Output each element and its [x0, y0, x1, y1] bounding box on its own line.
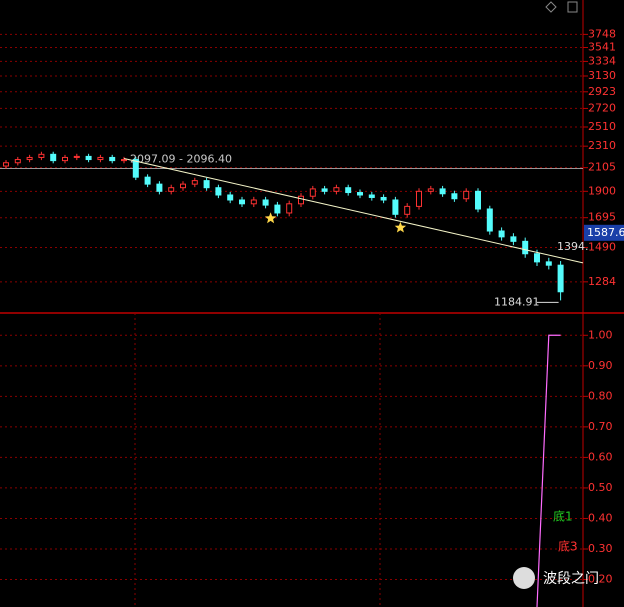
candle-body — [333, 187, 340, 192]
signal-star — [264, 212, 277, 224]
candle-body — [168, 187, 175, 192]
y-tick-label: 2105 — [588, 161, 616, 174]
candle-body — [345, 187, 352, 194]
candle-body — [156, 183, 163, 192]
candle-body — [121, 159, 127, 162]
y-tick-label: 3748 — [588, 27, 616, 40]
candle-body — [62, 156, 68, 162]
candle-body — [522, 240, 529, 255]
indicator-line — [536, 334, 561, 607]
y-tick-label: 1900 — [588, 184, 616, 197]
candle-body — [498, 230, 505, 238]
tool-icon[interactable] — [545, 1, 557, 13]
candle-body — [262, 199, 269, 206]
y-tick-label: 2310 — [588, 139, 616, 152]
candle-body — [451, 193, 458, 200]
y-tick-label: 0.90 — [588, 359, 613, 372]
y-tick-label: 0.20 — [588, 573, 613, 586]
candle-body — [132, 159, 139, 178]
candle-body — [14, 159, 21, 164]
candle-body — [309, 188, 316, 197]
candle-body — [545, 261, 552, 266]
y-tick-label: 2510 — [588, 120, 616, 133]
y-tick-label: 0.80 — [588, 389, 613, 402]
last-price-box — [584, 224, 624, 241]
candle-body — [85, 155, 92, 161]
trendline-label: 1394. — [557, 240, 589, 253]
candle-body — [416, 190, 422, 207]
tool-icon[interactable] — [567, 1, 578, 13]
candle-body — [439, 188, 446, 195]
candle-body — [144, 176, 151, 185]
candle-body — [97, 156, 104, 161]
candle-body — [50, 153, 57, 162]
candle-body — [427, 188, 434, 192]
candle-body — [180, 183, 186, 189]
candle-body — [109, 156, 116, 162]
low-label: 1184.91 — [494, 295, 540, 308]
candle-body — [380, 196, 387, 201]
last-price-label: 1587.6 — [587, 226, 624, 239]
y-tick-label: 3130 — [588, 69, 616, 82]
y-tick-label: 0.50 — [588, 481, 613, 494]
y-tick-label: 0.30 — [588, 542, 613, 555]
candle-body — [203, 180, 210, 189]
candle-body — [392, 199, 399, 215]
candle-body — [26, 156, 33, 161]
candle-body — [463, 190, 470, 200]
y-tick-label: 1284 — [588, 275, 616, 288]
candle-body — [357, 192, 363, 196]
signal-label: 底1 — [553, 509, 573, 524]
candle-body — [239, 199, 245, 205]
candle-body — [215, 187, 222, 196]
y-tick-label: 3334 — [588, 54, 616, 67]
y-tick-label: 2720 — [588, 101, 616, 114]
candle-body — [3, 162, 9, 167]
y-tick-label: 3541 — [588, 40, 616, 53]
candle-body — [368, 194, 375, 198]
watermark: 波段之门 — [543, 571, 599, 587]
y-tick-label: 1695 — [588, 211, 616, 224]
wechat-icon — [513, 567, 535, 589]
y-tick-label: 1.00 — [588, 328, 613, 341]
hline-label: 2097.09 - 2096.40 — [130, 153, 232, 166]
candle-body — [73, 155, 80, 158]
candle-body — [191, 180, 198, 185]
candle-body — [557, 264, 564, 293]
signal-star — [394, 221, 407, 233]
y-tick-label: 0.70 — [588, 420, 613, 433]
y-tick-label: 0.40 — [588, 511, 613, 524]
candle-body — [404, 205, 411, 215]
candle-body — [38, 153, 45, 158]
candle-body — [286, 203, 293, 214]
signal-label: 底3 — [558, 539, 578, 554]
trendline — [123, 158, 584, 264]
candle-body — [321, 188, 328, 192]
y-tick-label: 0.60 — [588, 450, 613, 463]
candle-body — [274, 204, 281, 214]
y-tick-label: 2923 — [588, 85, 616, 98]
candle-body — [227, 194, 234, 201]
candle-body — [486, 208, 493, 232]
candle-body — [250, 199, 257, 205]
candle-body — [534, 253, 540, 263]
y-tick-label: 1490 — [588, 240, 616, 253]
candle-body — [298, 195, 304, 205]
candle-body — [510, 236, 517, 242]
candle-body — [475, 190, 481, 210]
